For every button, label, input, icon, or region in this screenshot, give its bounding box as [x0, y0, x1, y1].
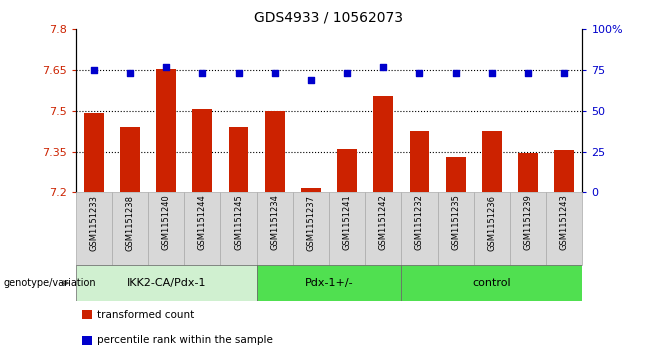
Bar [401, 265, 582, 301]
Bar [112, 192, 148, 265]
Bar [156, 69, 176, 192]
Text: GSM1151241: GSM1151241 [343, 195, 351, 250]
Bar [510, 192, 546, 265]
Bar [148, 192, 184, 265]
Text: GSM1151240: GSM1151240 [162, 195, 170, 250]
Text: GSM1151242: GSM1151242 [379, 195, 388, 250]
Point [559, 70, 570, 76]
Text: GSM1151245: GSM1151245 [234, 195, 243, 250]
Text: control: control [472, 278, 511, 288]
Text: GSM1151238: GSM1151238 [126, 195, 134, 250]
Text: GSM1151244: GSM1151244 [198, 195, 207, 250]
Text: GSM1151232: GSM1151232 [415, 195, 424, 250]
Bar [228, 127, 249, 192]
Bar [257, 265, 401, 301]
Point [522, 70, 533, 76]
Bar [438, 192, 474, 265]
Point [305, 77, 316, 82]
Bar [474, 192, 510, 265]
Bar [293, 192, 329, 265]
Point [197, 70, 207, 76]
Point [415, 70, 425, 76]
Text: transformed count: transformed count [97, 310, 194, 320]
Point [378, 64, 388, 70]
Point [342, 70, 353, 76]
Text: genotype/variation: genotype/variation [3, 278, 96, 288]
Bar [120, 127, 140, 192]
Bar [365, 192, 401, 265]
Bar [76, 265, 257, 301]
Point [233, 70, 243, 76]
Text: GSM1151239: GSM1151239 [524, 195, 532, 250]
Point [124, 70, 136, 76]
Text: GSM1151235: GSM1151235 [451, 195, 460, 250]
Bar [518, 153, 538, 192]
Bar [337, 149, 357, 192]
Bar [192, 109, 213, 192]
Text: GSM1151234: GSM1151234 [270, 195, 279, 250]
Text: GDS4933 / 10562073: GDS4933 / 10562073 [255, 11, 403, 25]
Text: GSM1151233: GSM1151233 [89, 195, 98, 250]
Bar [220, 192, 257, 265]
Bar [554, 150, 574, 192]
Bar [265, 111, 285, 192]
Bar [257, 192, 293, 265]
Bar [482, 131, 502, 192]
Text: GSM1151243: GSM1151243 [560, 195, 569, 250]
Bar [329, 192, 365, 265]
Bar [76, 192, 112, 265]
Point [486, 70, 497, 76]
Bar [445, 157, 466, 192]
Point [270, 70, 280, 76]
Text: GSM1151237: GSM1151237 [307, 195, 315, 250]
Bar [82, 310, 92, 319]
Bar [301, 188, 321, 192]
Text: IKK2-CA/Pdx-1: IKK2-CA/Pdx-1 [126, 278, 206, 288]
Bar [373, 96, 393, 192]
Bar [82, 336, 92, 345]
Bar [546, 192, 582, 265]
Point [88, 67, 99, 73]
Bar [401, 192, 438, 265]
Text: Pdx-1+/-: Pdx-1+/- [305, 278, 353, 288]
Bar [409, 131, 430, 192]
Point [450, 70, 461, 76]
Bar [184, 192, 220, 265]
Bar [84, 114, 104, 192]
Text: GSM1151236: GSM1151236 [488, 195, 496, 250]
Text: percentile rank within the sample: percentile rank within the sample [97, 335, 272, 346]
Point [161, 64, 171, 70]
